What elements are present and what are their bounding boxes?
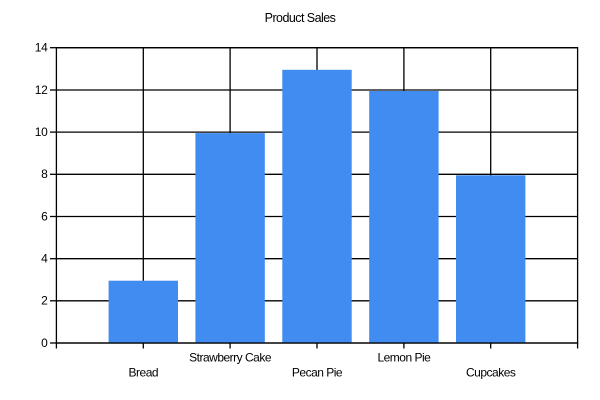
- svg-text:10: 10: [35, 125, 48, 139]
- svg-text:Bread: Bread: [129, 366, 159, 380]
- svg-text:6: 6: [41, 209, 48, 223]
- svg-text:2: 2: [41, 294, 48, 308]
- svg-text:Cupcakes: Cupcakes: [466, 366, 516, 380]
- svg-text:8: 8: [41, 167, 48, 181]
- svg-text:12: 12: [35, 83, 48, 97]
- svg-text:14: 14: [35, 41, 48, 55]
- svg-text:0: 0: [41, 336, 48, 350]
- svg-text:Pecan Pie: Pecan Pie: [292, 366, 343, 380]
- svg-text:4: 4: [41, 252, 48, 266]
- svg-text:Lemon Pie: Lemon Pie: [377, 350, 431, 364]
- svg-text:Product Sales: Product Sales: [265, 11, 336, 25]
- svg-text:Strawberry Cake: Strawberry Cake: [189, 350, 272, 364]
